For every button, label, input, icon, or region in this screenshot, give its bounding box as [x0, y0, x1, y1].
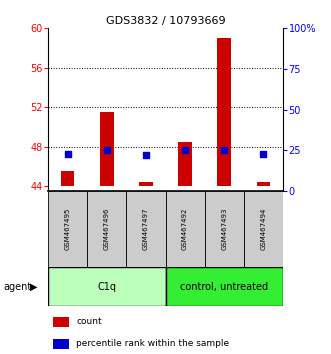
- Bar: [244, 191, 283, 267]
- Title: GDS3832 / 10793669: GDS3832 / 10793669: [106, 16, 225, 26]
- Text: GSM467492: GSM467492: [182, 208, 188, 250]
- Text: GSM467496: GSM467496: [104, 208, 110, 251]
- Text: control, untreated: control, untreated: [180, 282, 268, 292]
- Text: C1q: C1q: [97, 282, 116, 292]
- Bar: [48, 267, 166, 306]
- Bar: [178, 142, 192, 186]
- Bar: [53, 317, 69, 326]
- Point: [143, 153, 149, 158]
- Text: agent: agent: [3, 282, 31, 292]
- Bar: [48, 191, 87, 267]
- Bar: [217, 38, 231, 186]
- Bar: [139, 182, 153, 186]
- Text: GSM467497: GSM467497: [143, 208, 149, 251]
- Text: GSM467493: GSM467493: [221, 208, 227, 251]
- Point: [182, 148, 188, 153]
- Point: [222, 148, 227, 153]
- Point: [104, 148, 109, 153]
- Bar: [257, 182, 270, 186]
- Text: percentile rank within the sample: percentile rank within the sample: [76, 339, 229, 348]
- Bar: [100, 112, 114, 186]
- Point: [65, 151, 70, 156]
- Text: GSM467494: GSM467494: [260, 208, 266, 250]
- Bar: [87, 191, 126, 267]
- Bar: [166, 267, 283, 306]
- Bar: [61, 171, 74, 186]
- Text: ▶: ▶: [30, 282, 37, 292]
- Bar: [126, 191, 166, 267]
- Point: [261, 151, 266, 156]
- Text: count: count: [76, 317, 102, 326]
- Bar: [53, 339, 69, 349]
- Text: GSM467495: GSM467495: [65, 208, 71, 250]
- Bar: [166, 191, 205, 267]
- Bar: [205, 191, 244, 267]
